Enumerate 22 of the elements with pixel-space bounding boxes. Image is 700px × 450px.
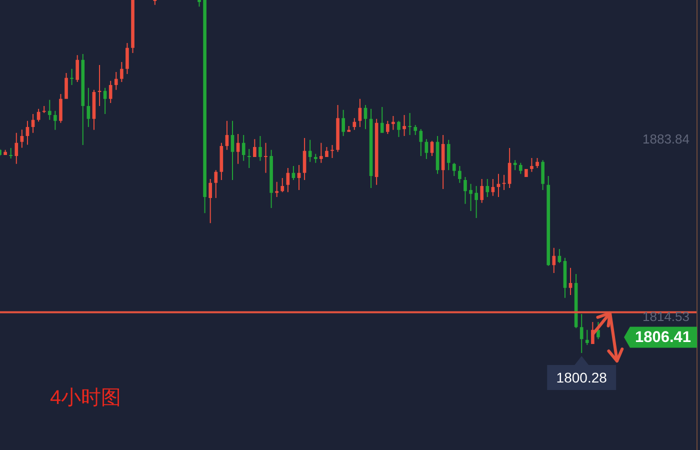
candlestick <box>330 144 334 158</box>
candlestick <box>9 148 13 159</box>
candlestick <box>530 158 534 172</box>
candlestick <box>264 142 268 173</box>
candlestick <box>42 106 46 113</box>
candlestick <box>469 184 472 212</box>
annotation: 1800.28 <box>556 369 608 386</box>
annotation: 4小时图 <box>50 387 122 409</box>
candlestick <box>402 114 406 136</box>
candlestick <box>513 160 517 170</box>
text: 1806.41 <box>634 328 692 346</box>
y-tick-label: 1883.84 <box>642 131 690 146</box>
candlestick <box>275 182 278 197</box>
candlestick <box>392 116 395 130</box>
candlestick <box>70 68 74 86</box>
y-tick-label: 1814.53 <box>642 308 690 324</box>
candlestick <box>408 112 412 135</box>
candlestick <box>320 142 323 163</box>
candlestick <box>98 65 102 106</box>
candlestick <box>247 149 251 168</box>
candlestick <box>502 174 506 190</box>
candlestick <box>48 100 52 120</box>
